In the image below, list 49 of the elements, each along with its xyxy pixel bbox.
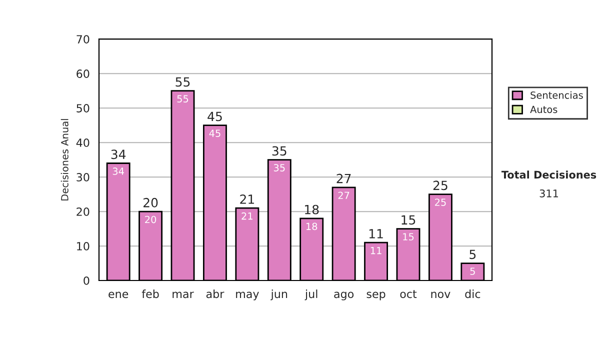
data-label: 15: [403, 233, 414, 240]
data-label: 35: [274, 164, 285, 172]
x-tick-label: feb: [142, 290, 159, 298]
y-tick-label: 70: [76, 35, 90, 44]
data-label: 5: [470, 268, 475, 275]
y-axis-title: Decisiones Anual: [60, 119, 68, 200]
data-label: 27: [338, 192, 350, 199]
data-label: 18: [306, 222, 318, 230]
total-label: 27: [336, 174, 351, 184]
x-tick-label: ago: [334, 292, 354, 300]
text: Total Decisiones: [501, 170, 596, 179]
x-tick-label: abr: [206, 290, 224, 298]
y-tick-label: 60: [76, 70, 90, 78]
x-tick-label: nov: [431, 292, 450, 298]
data-label: 45: [209, 130, 220, 137]
x-tick-label: jul: [304, 290, 318, 300]
data-label: 11: [370, 247, 382, 254]
x-tick-label: sep: [366, 292, 386, 300]
data-label: 34: [112, 168, 124, 175]
y-tick-label: 30: [76, 173, 90, 182]
legend-label: Autos: [530, 106, 558, 114]
x-tick-label: ene: [108, 292, 128, 298]
data-label: 21: [242, 212, 252, 220]
total-label: 11: [369, 229, 383, 238]
y-tick-label: 40: [76, 138, 90, 147]
text: 311: [540, 189, 558, 198]
total-label: 45: [208, 112, 222, 122]
legend-label: Sentencias: [530, 91, 583, 99]
x-tick-label: jun: [270, 290, 288, 300]
x-tick-label: dic: [465, 290, 480, 298]
x-tick-label: mar: [172, 292, 194, 298]
y-tick-label: 0: [84, 276, 90, 285]
total-label: 18: [305, 204, 319, 214]
data-label: 20: [145, 216, 156, 224]
data-label: 55: [177, 95, 188, 102]
total-label: 20: [144, 198, 158, 208]
total-label: 21: [240, 194, 254, 204]
total-label: 5: [470, 250, 476, 260]
x-tick-label: may: [236, 292, 259, 300]
total-label: 34: [111, 150, 126, 160]
y-tick-label: 50: [76, 104, 90, 112]
y-tick-label: 10: [77, 242, 90, 250]
total-label: 25: [433, 180, 448, 190]
total-label: 15: [402, 215, 416, 225]
total-label: 55: [176, 77, 190, 87]
data-label: 25: [434, 198, 446, 206]
total-label: 35: [272, 146, 286, 156]
x-tick-label: oct: [400, 290, 417, 298]
y-tick-label: 20: [76, 208, 90, 216]
